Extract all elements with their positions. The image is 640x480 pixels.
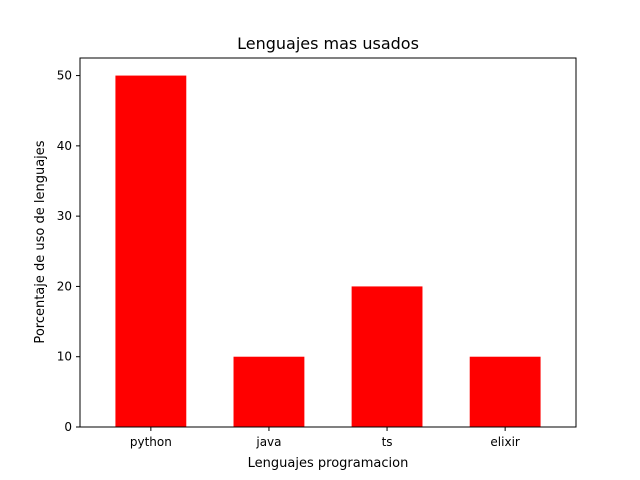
y-axis-label: Porcentaje de uso de lenguajes — [33, 140, 48, 343]
x-tick-label-elixir: elixir — [490, 435, 519, 449]
y-tick-label-10: 10 — [57, 350, 72, 364]
x-tick-label-ts: ts — [382, 435, 393, 449]
x-axis-label: Lenguajes programacion — [248, 456, 409, 471]
bars-group — [115, 75, 541, 428]
y-axis: 0 10 20 30 40 50 — [57, 69, 80, 434]
x-axis: python java ts elixir — [130, 427, 520, 449]
bar-java — [233, 356, 305, 427]
y-tick-label-40: 40 — [57, 139, 72, 153]
x-tick-label-java: java — [255, 435, 281, 449]
y-tick-label-50: 50 — [57, 69, 72, 83]
bar-elixir — [469, 356, 541, 427]
y-tick-label-0: 0 — [64, 420, 72, 434]
chart-title: Lenguajes mas usados — [237, 34, 419, 53]
bar-ts — [351, 286, 423, 427]
plot-frame — [79, 57, 577, 428]
x-tick-label-python: python — [130, 435, 172, 449]
y-tick-label-20: 20 — [57, 279, 72, 293]
bar-python — [115, 75, 187, 428]
y-tick-label-30: 30 — [57, 209, 72, 223]
